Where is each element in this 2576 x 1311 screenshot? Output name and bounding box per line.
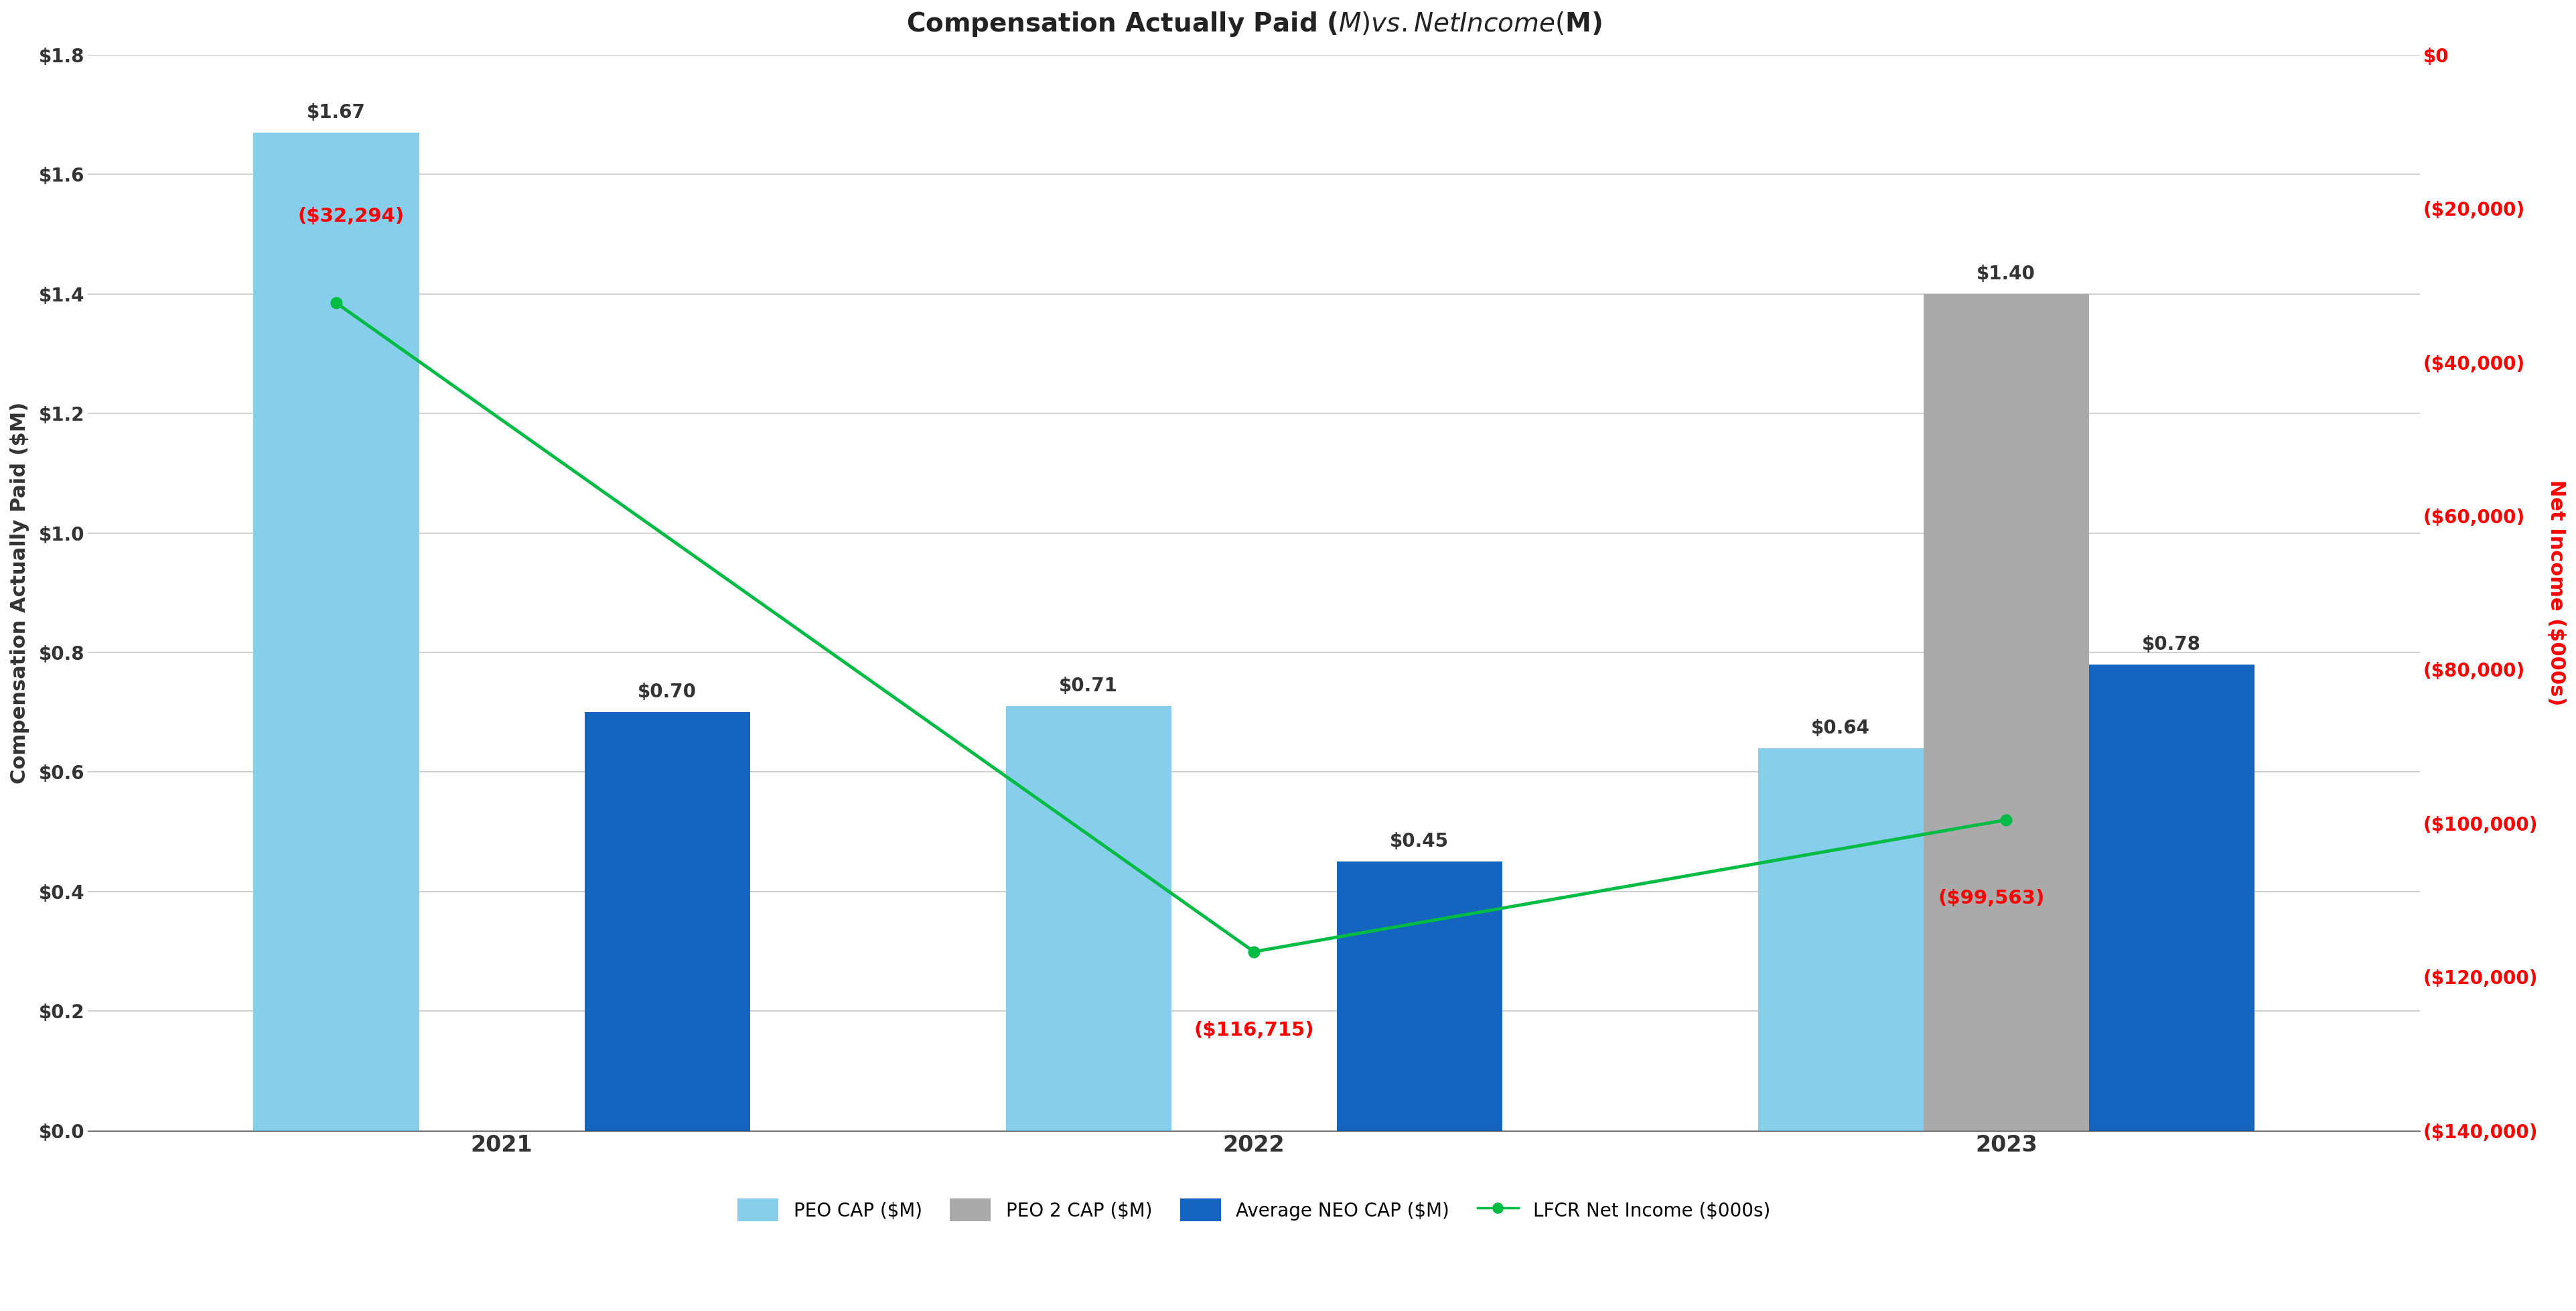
Bar xyxy=(585,712,750,1130)
Text: $0.71: $0.71 xyxy=(1059,676,1118,696)
Bar xyxy=(1757,749,1924,1130)
Y-axis label: Compensation Actually Paid ($M): Compensation Actually Paid ($M) xyxy=(10,401,28,784)
Text: ($99,563): ($99,563) xyxy=(1937,889,2045,907)
Text: $1.40: $1.40 xyxy=(1976,265,2035,283)
Bar xyxy=(1337,861,1502,1130)
Text: $1.67: $1.67 xyxy=(307,104,366,122)
Bar xyxy=(1005,707,1172,1130)
Text: $0.70: $0.70 xyxy=(639,683,696,701)
Text: ($116,715): ($116,715) xyxy=(1193,1021,1314,1040)
Title: Compensation Actually Paid ($M) vs. Net Income ($M): Compensation Actually Paid ($M) vs. Net … xyxy=(907,10,1602,38)
Y-axis label: Net Income ($000s): Net Income ($000s) xyxy=(2548,480,2566,705)
Bar xyxy=(1924,294,2089,1130)
Text: $0.45: $0.45 xyxy=(1391,832,1448,851)
Text: $0.78: $0.78 xyxy=(2143,635,2200,654)
Text: $0.64: $0.64 xyxy=(1811,718,1870,737)
Legend: PEO CAP ($M), PEO 2 CAP ($M), Average NEO CAP ($M), LFCR Net Income ($000s): PEO CAP ($M), PEO 2 CAP ($M), Average NE… xyxy=(729,1192,1777,1228)
Bar xyxy=(2089,665,2254,1130)
Bar xyxy=(252,132,420,1130)
Text: ($32,294): ($32,294) xyxy=(299,207,404,225)
